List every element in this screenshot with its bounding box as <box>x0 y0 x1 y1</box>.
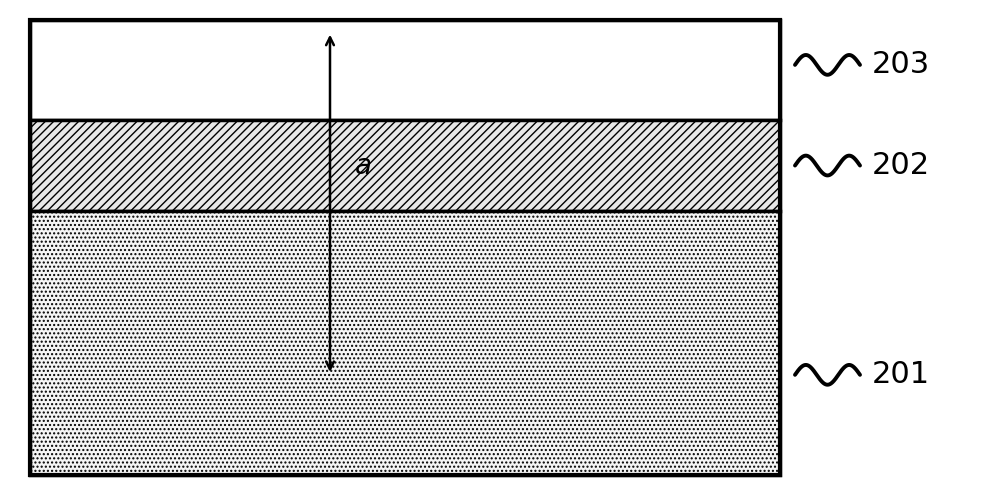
Bar <box>30 120 780 211</box>
Text: 201: 201 <box>872 360 930 390</box>
Bar <box>30 20 780 120</box>
Text: 202: 202 <box>872 151 930 180</box>
Text: 203: 203 <box>872 50 930 79</box>
Bar <box>30 20 780 475</box>
Bar <box>30 211 780 475</box>
Text: a: a <box>355 151 372 180</box>
